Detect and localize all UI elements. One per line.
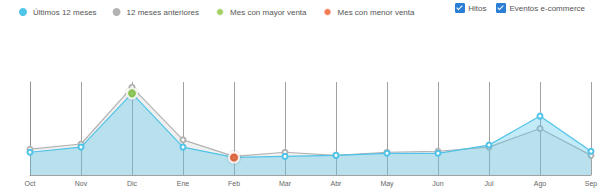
html-text:Hitos: Hitos <box>468 3 487 13</box>
svg-text:Ene: Ene <box>177 180 190 187</box>
svg-text:Ago: Ago <box>534 180 547 188</box>
svg-text:Feb: Feb <box>228 180 240 187</box>
svg-text:Abr: Abr <box>331 180 343 187</box>
svg-text:Mes con menor venta: Mes con menor venta <box>338 8 415 17</box>
svg-text:Jun: Jun <box>432 180 443 187</box>
svg-text:Últimos 12 meses: Últimos 12 meses <box>33 8 97 17</box>
svg-text:Jul: Jul <box>485 180 494 187</box>
svg-text:May: May <box>380 180 394 188</box>
svg-text:12 meses anteriores: 12 meses anteriores <box>127 8 199 17</box>
svg-text:Mar: Mar <box>279 180 292 187</box>
svg-text:Dic: Dic <box>127 180 138 187</box>
svg-text:Sep: Sep <box>585 180 598 188</box>
html-text:Eventos e-commerce: Eventos e-commerce <box>509 3 585 13</box>
svg-text:Nov: Nov <box>75 180 88 187</box>
svg-text:Oct: Oct <box>25 180 36 187</box>
svg-text:Mes con mayor venta: Mes con mayor venta <box>230 8 307 17</box>
